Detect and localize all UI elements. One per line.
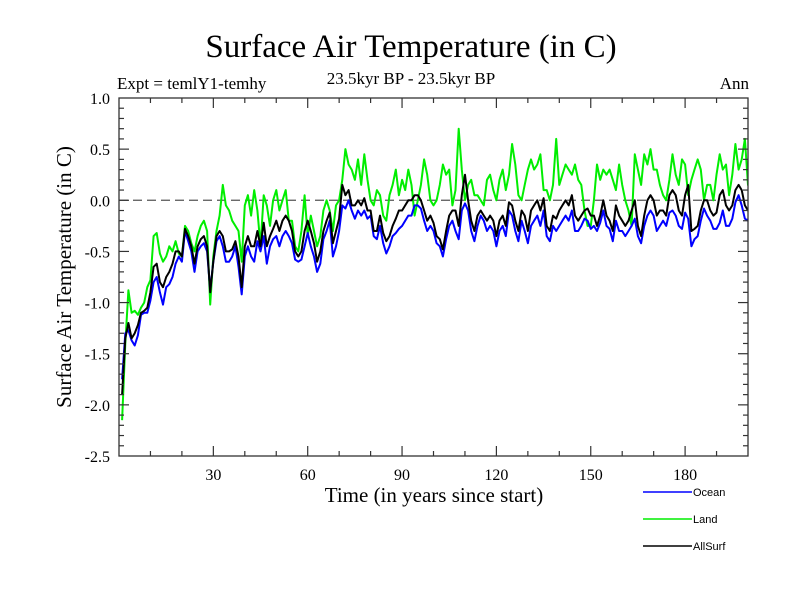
legend-label: Ocean	[693, 487, 725, 499]
legend-item-land: Land	[643, 514, 717, 526]
y-axis-title: Surface Air Temperature (in C)	[52, 146, 76, 408]
legend-label: Land	[693, 514, 717, 526]
x-tick-label: 30	[205, 467, 221, 484]
series-line-land	[121, 127, 748, 421]
x-tick-label: 90	[394, 467, 410, 484]
y-tick-label: 1.0	[90, 91, 110, 108]
legend: Ocean Land AllSurf	[643, 487, 726, 553]
x-tick-label: 60	[300, 467, 316, 484]
season-label: Ann	[720, 74, 750, 93]
y-tick-label: 0.0	[90, 193, 110, 210]
experiment-label: Expt = temlY1-temhy	[117, 74, 267, 93]
x-tick-label: 150	[579, 467, 603, 484]
legend-label: AllSurf	[693, 541, 726, 553]
y-tick-labels: 1.0 0.5 0.0 -0.5 -1.0 -1.5 -2.0 -2.5	[85, 91, 110, 466]
x-axis-title: Time (in years since start)	[325, 483, 544, 507]
plot-frame	[118, 97, 749, 457]
y-tick-label: 0.5	[90, 142, 110, 159]
y-tick-label: -2.5	[85, 449, 110, 466]
series-line-ocean	[121, 194, 748, 380]
legend-item-ocean: Ocean	[643, 487, 725, 499]
legend-item-allsurf: AllSurf	[643, 541, 726, 553]
x-tick-labels: 30 60 90 120 150 180	[205, 467, 697, 484]
y-tick-label: -1.0	[85, 296, 110, 313]
y-tick-label: -0.5	[85, 244, 110, 261]
series-line-allsurf	[121, 173, 748, 395]
y-tick-label: -1.5	[85, 347, 110, 364]
y-tick-label: -2.0	[85, 398, 110, 415]
x-tick-label: 120	[484, 467, 508, 484]
chart-title: Surface Air Temperature (in C)	[205, 29, 616, 65]
ticks-layer	[119, 98, 748, 456]
x-tick-label: 180	[673, 467, 697, 484]
chart-subtitle: 23.5kyr BP - 23.5kyr BP	[327, 69, 495, 88]
series-layer	[121, 127, 748, 421]
